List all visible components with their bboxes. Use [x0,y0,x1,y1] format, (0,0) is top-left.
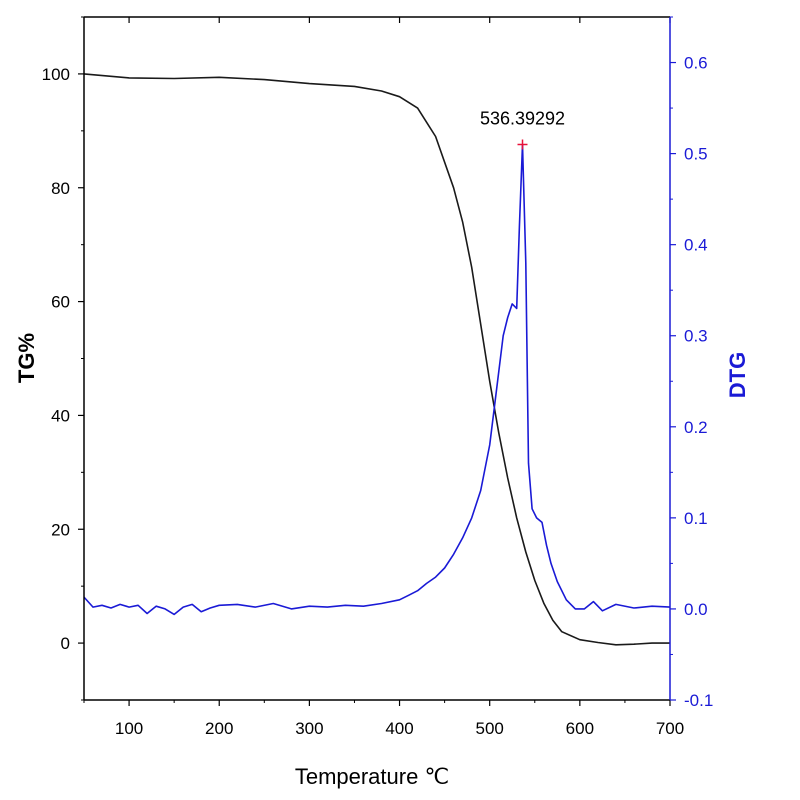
annotations: 536.39292 [480,108,565,150]
y2-axis-ticks: -0.1 0.0 0.1 0.2 0.3 0.4 0.5 0.6 [670,16,713,710]
x-tick-label: 200 [205,719,233,738]
y2-tick-label: 0.1 [684,509,708,528]
y2-tick-label: 0.6 [684,54,708,73]
x-tick-label: 500 [476,719,504,738]
x-tick-label: 600 [566,719,594,738]
x-axis-title: Temperature ℃ [295,764,449,789]
y-tick-label: 40 [51,406,70,425]
y-axis-ticks: 0 20 40 60 80 100 [42,16,84,701]
y2-tick-label: -0.1 [684,691,713,710]
x-tick-label: 700 [656,719,684,738]
x-tick-label: 300 [295,719,323,738]
y2-tick-label: 0.3 [684,327,708,346]
plot-area [84,17,670,700]
series-lines [83,73,671,646]
y-tick-label: 20 [51,520,70,539]
y2-tick-label: 0.5 [684,145,708,164]
y-tick-label: 0 [61,634,70,653]
y-tick-label: 80 [51,179,70,198]
x-tick-label: 100 [115,719,143,738]
x-axis-ticks: 100 200 300 400 500 600 700 [83,17,684,738]
peak-label: 536.39292 [480,108,565,128]
series-tg-line [83,73,670,646]
y2-axis-title: DTG [725,352,750,398]
y-tick-label: 100 [42,65,70,84]
y-axis-title: TG% [14,333,39,383]
y2-tick-label: 0.2 [684,418,708,437]
y2-tick-label: 0.0 [684,600,708,619]
series-dtg-line [83,143,671,616]
y-tick-label: 60 [51,293,70,312]
y2-tick-label: 0.4 [684,236,708,255]
x-tick-label: 400 [385,719,413,738]
